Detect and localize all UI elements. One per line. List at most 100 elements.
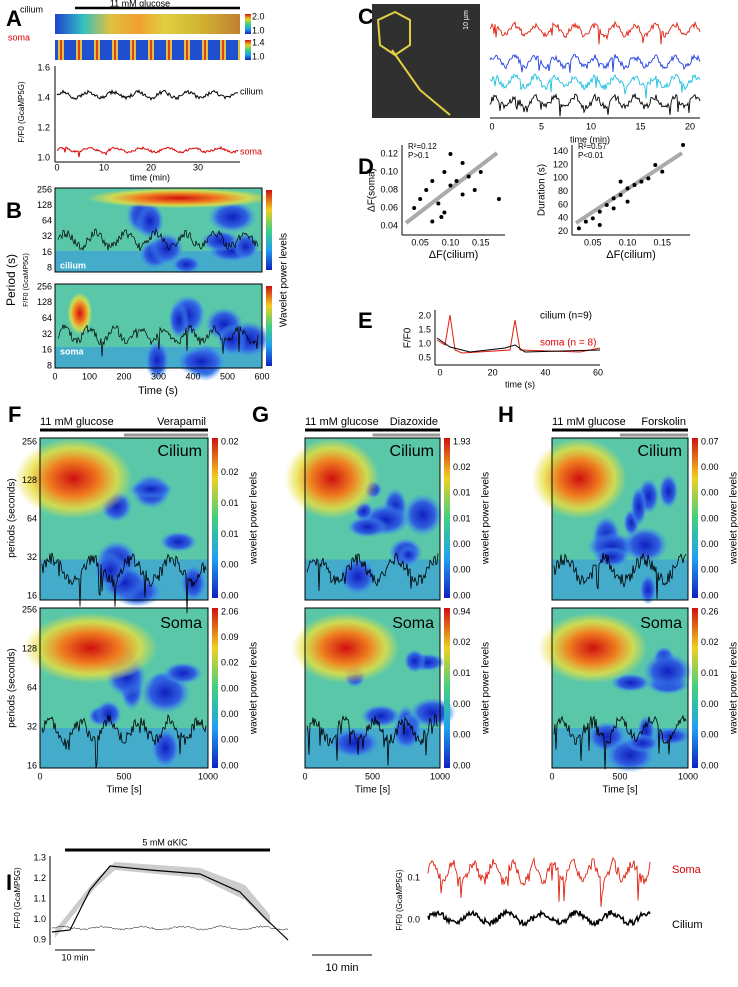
heatmap-hot [86,188,273,209]
label: wavelet power levels [481,642,492,735]
label: Duration (s) [537,164,548,216]
label: F/F0 (GcaMP5G) [395,869,404,931]
tick-label: 0.9 [33,934,46,944]
label: wavelet power levels [729,472,738,565]
tick-label: 0.15 [472,237,490,247]
tick-label: 0.05 [584,237,602,247]
tick-label: 0.01 [453,488,471,498]
tick-label: 0.02 [221,658,239,668]
tick-label: 0.94 [453,606,471,616]
tick-label: 0.10 [442,237,460,247]
point [660,169,665,174]
trace [427,908,651,928]
tick-label: 0.09 [221,632,239,642]
point [681,143,686,147]
label: Cilium [638,443,682,460]
tick-label: 128 [37,200,52,210]
tick-label: 64 [27,682,37,692]
label: 10 min [61,952,88,962]
tick-label: 0.00 [701,513,719,523]
tick-label: 8 [47,360,52,370]
tick-label: 256 [22,436,37,446]
tick-label: 10 [586,121,596,131]
heatmap-cold [625,734,660,753]
tick-label: 256 [22,604,37,614]
tick-label: 0 [302,771,307,781]
tick-label: 0.00 [221,735,239,745]
label: F/F0 (GcaMP5G) [17,81,26,143]
tick-label: 0.08 [380,184,398,194]
tick-label: 0.00 [701,699,719,709]
tick-label: 0.12 [380,148,398,158]
label: soma [60,346,85,356]
trace [553,553,687,599]
tick-label: 1.0 [33,914,46,924]
point [597,209,602,214]
label: 11 mM glucose [552,416,626,428]
point [454,179,459,183]
colorbar [212,438,218,598]
label: Soma [160,615,202,632]
band [55,862,270,938]
cell-outline [376,10,451,116]
label: F/F0 (GcaMP5G) [13,867,22,929]
point [611,196,616,201]
tick-label: 128 [22,475,37,485]
colorbar [444,438,450,598]
colorbar [692,608,698,768]
trace [489,73,701,99]
heatmap-cold [391,715,422,750]
tick-label: 0.26 [701,606,719,616]
tick-label: 500 [220,371,235,381]
panel-label: B [6,198,22,223]
label: 11 mM glucose [40,416,114,428]
tick-label: 256 [37,184,52,194]
trace [57,324,259,357]
tick-label: 32 [27,552,37,562]
tick-label: 0.01 [453,513,471,523]
tick-label: 0.01 [453,668,471,678]
point [448,152,453,156]
heatmap-cold [151,728,180,769]
tick-label: 0.00 [453,699,471,709]
tick-label: 2.06 [221,606,239,616]
heatmap-cold [159,531,198,553]
point [439,215,444,219]
tick-label: 0.00 [701,462,719,472]
tick-label: 0.00 [701,730,719,740]
label: soma [8,32,30,42]
fit-line [404,151,499,225]
heatmap-cold [94,551,127,589]
tick-label: 100 [553,173,568,183]
point [632,183,637,187]
label: Soma [640,615,682,632]
point [611,206,616,211]
tick-label: 0.07 [701,436,719,446]
point [448,183,453,188]
tick-label: 64 [42,313,52,323]
tick-label: 32 [27,721,37,731]
point [442,170,447,174]
label: Time [s] [602,785,637,796]
heatmap-cold [402,493,443,537]
tick-label: 0 [54,162,59,172]
tick-label: 1.4 [37,92,50,102]
heatmap-low [40,728,208,768]
tick-label: 8 [47,262,52,272]
tick-label: 10 [99,162,109,172]
label: F/F0 [403,327,414,348]
label: 5 mM αKIC [142,837,188,847]
point [625,199,630,204]
trace [306,552,439,591]
tick-label: 0.01 [221,498,239,508]
tick-label: 0.00 [453,760,471,770]
point [653,163,658,167]
strip [55,14,240,34]
tick-label: 1.1 [33,893,46,903]
label: 11 mM glucose [305,416,379,428]
label: P>0.1 [408,151,430,160]
label: time (min) [130,172,170,182]
point [442,210,447,215]
tick-label: 16 [27,760,37,770]
